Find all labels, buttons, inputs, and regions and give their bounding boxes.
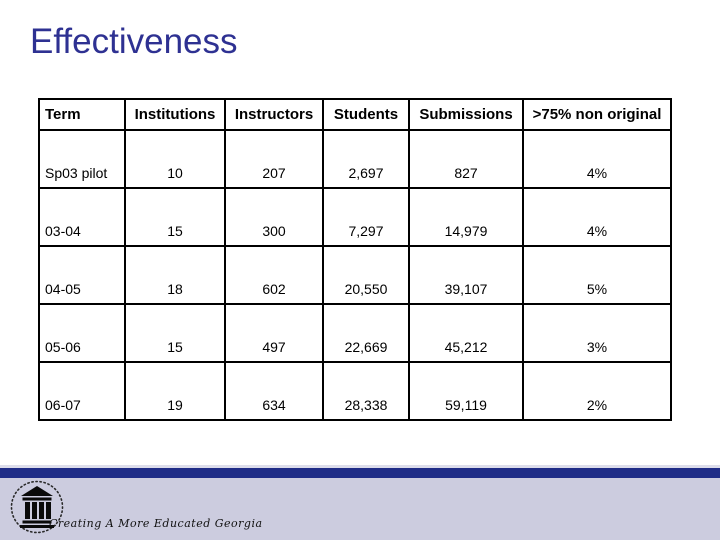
table-row: 06-07 19 634 28,338 59,119 2% [38, 361, 672, 421]
col-header-instructors: Instructors [224, 98, 324, 131]
cell-institutions: 19 [124, 361, 226, 421]
footer-navy-band [0, 468, 720, 478]
cell-non-original: 4% [522, 187, 672, 247]
cell-term: 05-06 [38, 303, 126, 363]
cell-students: 7,297 [322, 187, 410, 247]
col-header-institutions: Institutions [124, 98, 226, 131]
cell-instructors: 602 [224, 245, 324, 305]
cell-instructors: 207 [224, 129, 324, 189]
table-row: Sp03 pilot 10 207 2,697 827 4% [38, 129, 672, 189]
table-row: 05-06 15 497 22,669 45,212 3% [38, 303, 672, 363]
cell-students: 22,669 [322, 303, 410, 363]
cell-instructors: 497 [224, 303, 324, 363]
cell-term: Sp03 pilot [38, 129, 126, 189]
cell-students: 2,697 [322, 129, 410, 189]
classical-columns-seal-icon [10, 480, 64, 534]
cell-submissions: 39,107 [408, 245, 524, 305]
cell-term: 03-04 [38, 187, 126, 247]
footer-lavender-band [0, 478, 720, 540]
cell-institutions: 10 [124, 129, 226, 189]
cell-students: 20,550 [322, 245, 410, 305]
col-header-non-original: >75% non original [522, 98, 672, 131]
cell-non-original: 5% [522, 245, 672, 305]
footer-tagline: Creating A More Educated Georgia [49, 517, 263, 530]
effectiveness-table: Term Institutions Instructors Students S… [38, 98, 672, 421]
cell-submissions: 45,212 [408, 303, 524, 363]
col-header-students: Students [322, 98, 410, 131]
cell-term: 04-05 [38, 245, 126, 305]
cell-submissions: 59,119 [408, 361, 524, 421]
cell-submissions: 827 [408, 129, 524, 189]
table-row: 04-05 18 602 20,550 39,107 5% [38, 245, 672, 305]
slide-title: Effectiveness [30, 22, 238, 61]
cell-submissions: 14,979 [408, 187, 524, 247]
cell-institutions: 15 [124, 187, 226, 247]
cell-institutions: 15 [124, 303, 226, 363]
cell-non-original: 4% [522, 129, 672, 189]
footer-accent-line [0, 465, 720, 468]
cell-term: 06-07 [38, 361, 126, 421]
table-header-row: Term Institutions Instructors Students S… [38, 98, 672, 131]
cell-students: 28,338 [322, 361, 410, 421]
col-header-submissions: Submissions [408, 98, 524, 131]
cell-non-original: 3% [522, 303, 672, 363]
cell-instructors: 634 [224, 361, 324, 421]
cell-instructors: 300 [224, 187, 324, 247]
table-row: 03-04 15 300 7,297 14,979 4% [38, 187, 672, 247]
cell-institutions: 18 [124, 245, 226, 305]
col-header-term: Term [38, 98, 126, 131]
cell-non-original: 2% [522, 361, 672, 421]
